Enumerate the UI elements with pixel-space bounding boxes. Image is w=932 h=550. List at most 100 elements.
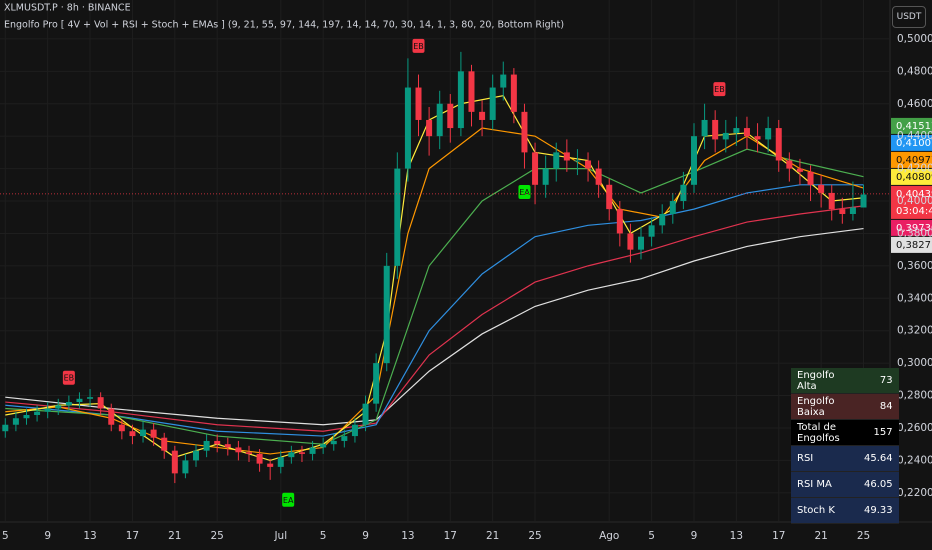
candle-body [733,128,740,133]
candle-body [712,119,719,140]
candle-body [362,403,369,425]
candle-body [267,463,274,467]
candle-body [76,398,83,403]
stats-label: Total de Engolfos [791,419,858,446]
price-tag [891,117,932,134]
stats-row: Engolfo Baixa 84 [791,393,899,420]
candle-body [648,225,655,237]
symbol-title: XLMUSDT.P · 8h · BINANCE [4,3,131,14]
candle-body [309,447,316,454]
candle-body [182,460,189,474]
candle-body [765,128,772,140]
candle-body [12,418,19,425]
candle-body [436,103,443,137]
x-tick-label: 17 [772,530,785,542]
candle-body [118,424,125,432]
stats-label: Stoch K [791,497,858,524]
candle-body [500,74,507,88]
signal-label: EA [283,496,294,505]
candle-body [722,132,729,140]
candle-body [606,184,613,210]
signal-label: EB [64,374,75,383]
candle-body [97,397,104,409]
candle-body [627,233,634,250]
candle-body [457,71,464,129]
stats-row: Stoch K 49.33 [791,497,899,524]
price-tag [891,151,932,168]
price-tag-label: 0,38271 [896,240,932,251]
candle-body [775,128,782,161]
signal-box [282,492,295,507]
candle-body [553,152,560,169]
candle-body [839,209,846,214]
candle-body [34,411,41,416]
x-tick-label: 9 [44,530,51,542]
candle-body [807,171,814,185]
x-tick-label: 21 [168,530,181,542]
candle-body [129,431,136,437]
stats-label: Engolfo Alta [791,368,858,394]
candle-body [351,424,358,437]
candle-body [860,194,867,208]
candle-body [235,447,242,453]
candle-body [616,209,623,234]
candle-body [754,136,761,140]
candle-body [532,152,539,185]
x-tick-label: 5 [2,530,9,542]
candle-body [415,87,422,120]
candle-body [373,363,380,404]
stats-row: RSI MA 46.05 [791,471,899,498]
stats-table: Engolfo Alta 73 Engolfo Baixa 84 Total de En… [791,368,899,524]
signal-box [412,38,425,53]
stats-value: 49.33 [858,497,899,524]
stats-value: 84 [858,393,899,420]
x-tick-label: 17 [126,530,139,542]
signal-box [62,370,75,385]
currency-button[interactable]: USDT [892,6,926,28]
stats-row: RSI 45.64 [791,445,899,472]
ema-line [5,184,864,437]
stats-value: 157 [858,419,899,446]
candle-body [65,402,72,406]
countdown-label: 03:04:49 [896,206,932,217]
x-tick-label: 5 [320,530,327,542]
candle-body [426,119,433,137]
candle-body [849,207,856,214]
x-tick-label: 17 [444,530,457,542]
candle-body [743,128,750,137]
candle-body [341,436,348,441]
candles [2,51,867,484]
candle-body [701,119,708,137]
signal-box [518,184,531,199]
candle-body [44,408,51,412]
candle-body [510,74,517,112]
stats-label: RSI [791,445,858,472]
stats-value: 45.64 [858,445,899,472]
indicator-title: Engolfo Pro [ 4V + Vol + RSI + Stoch + E… [4,20,564,31]
x-tick-label: 13 [730,530,743,542]
candle-body [140,429,147,437]
signal-label: EB [413,42,424,51]
stats-row: Total de Engolfos 157 [791,419,899,446]
candle-body [330,440,337,445]
candle-body [383,265,390,364]
x-tick-label: 21 [486,530,499,542]
candle-body [818,184,825,193]
x-tick-label: 13 [401,530,414,542]
candle-body [521,111,528,153]
candle-body [320,444,327,448]
